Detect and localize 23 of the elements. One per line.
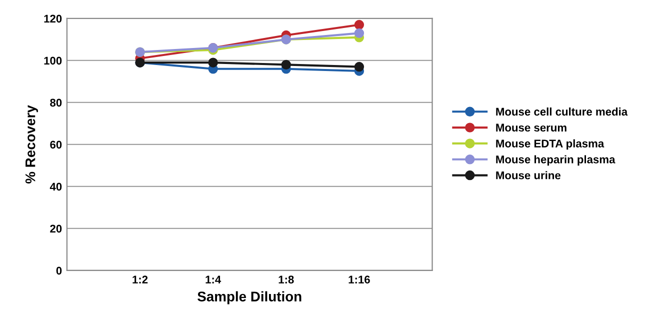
legend-label: Mouse heparin plasma <box>496 155 616 166</box>
y-tick-label: 0 <box>56 266 62 275</box>
point <box>281 60 291 70</box>
legend-label: Mouse urine <box>496 171 560 180</box>
x-tick-label: 1:8 <box>278 276 294 284</box>
point <box>354 62 364 72</box>
y-tick-label: 100 <box>44 56 62 65</box>
y-axis-title: % Recovery <box>25 105 38 184</box>
point <box>354 20 364 30</box>
x-axis-title: Sample Dilution <box>198 291 302 304</box>
x-tick-label: 1:2 <box>132 276 148 284</box>
legend-label: Mouse EDTA plasma <box>496 139 604 150</box>
y-tick-label: 60 <box>50 140 62 149</box>
point <box>354 28 364 38</box>
legend-label: Mouse serum <box>496 124 566 132</box>
legend-label: Mouse cell culture media <box>496 107 628 116</box>
y-tick-label: 80 <box>50 98 62 107</box>
y-tick-label: 120 <box>44 14 62 23</box>
x-tick-label: 1:4 <box>206 276 222 284</box>
y-tick-label: 20 <box>50 224 62 233</box>
x-tick-label: 1:16 <box>348 276 370 284</box>
y-tick-label: 40 <box>50 182 62 191</box>
point <box>208 58 218 68</box>
